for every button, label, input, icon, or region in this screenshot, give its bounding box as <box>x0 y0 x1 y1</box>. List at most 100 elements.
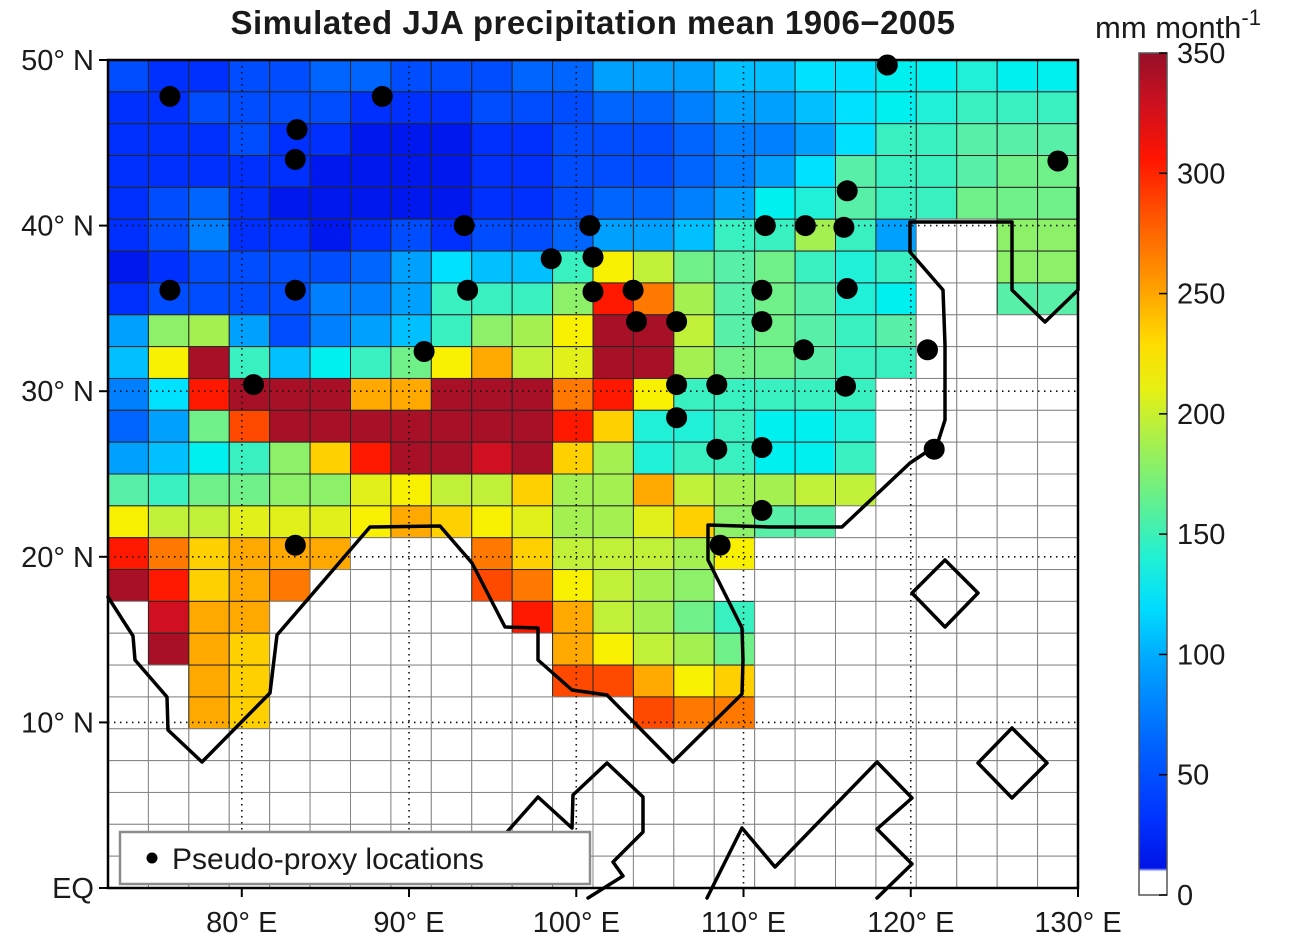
grid-cell <box>511 155 554 188</box>
grid-cell <box>875 696 917 730</box>
plot-frame <box>106 58 1080 890</box>
grid-cell <box>350 760 392 793</box>
grid-cell <box>632 473 675 507</box>
grid-cell <box>390 728 432 762</box>
grid-cell <box>390 250 432 284</box>
grid-cell <box>430 696 473 730</box>
grid-cell <box>147 346 190 379</box>
proxy-location-dot <box>457 279 479 301</box>
grid-cell <box>1037 473 1079 507</box>
x-tick-label: 90° E <box>373 907 444 939</box>
grid-cell <box>430 760 473 793</box>
grid-cell <box>269 314 311 348</box>
grid-cell <box>107 59 149 93</box>
grid-cell <box>552 728 594 762</box>
grid-cell <box>713 600 756 634</box>
grid-cell <box>309 250 351 284</box>
grid-cell <box>754 791 796 825</box>
grid-cell <box>309 123 351 157</box>
unit-base: mm month <box>1095 10 1241 45</box>
grid-cell <box>794 855 837 889</box>
grid-cell <box>875 505 917 539</box>
grid-cell <box>430 569 473 602</box>
proxy-location-dot <box>793 339 815 361</box>
grid-cell <box>794 760 837 793</box>
grid-cell <box>107 760 149 793</box>
grid-cell <box>511 569 554 602</box>
grid-cell <box>228 155 271 188</box>
grid-cell <box>511 728 554 762</box>
grid-cell <box>147 218 190 252</box>
grid-cell <box>956 632 998 666</box>
grid-cell <box>350 569 392 602</box>
grid-cell <box>632 59 675 93</box>
grid-cell <box>552 155 594 188</box>
grid-cell <box>915 791 958 825</box>
grid-cell <box>835 855 877 889</box>
grid-cell <box>390 696 432 730</box>
grid-cell <box>996 346 1039 379</box>
grid-cell <box>471 250 513 284</box>
grid-cell <box>713 632 756 666</box>
y-tick-label: 40° N <box>21 211 94 243</box>
grid-cell <box>471 632 513 666</box>
grid-cell <box>875 409 917 443</box>
grid-cell <box>996 823 1039 857</box>
grid-cell <box>309 377 351 411</box>
grid-cell <box>1037 823 1079 857</box>
grid-cell <box>632 505 675 539</box>
grid-cell <box>228 123 271 157</box>
grid-cell <box>713 123 756 157</box>
grid-cell <box>147 441 190 475</box>
grid-cell <box>915 473 958 507</box>
grid-cell <box>915 632 958 666</box>
grid-cell <box>309 314 351 348</box>
grid-cell <box>794 696 837 730</box>
plot-border <box>106 58 1080 890</box>
grid-cell <box>996 155 1039 188</box>
grid-cell <box>632 346 675 379</box>
grid-cell <box>835 59 877 93</box>
grid-cell <box>835 250 877 284</box>
grid-cell <box>996 600 1039 634</box>
grid-cell <box>713 791 756 825</box>
grid-cell <box>107 409 149 443</box>
grid-cell <box>835 537 877 571</box>
grid-cell <box>228 791 271 825</box>
grid-cell <box>835 728 877 762</box>
grid-cell <box>511 505 554 539</box>
proxy-location-dot <box>835 375 856 397</box>
grid-cell <box>511 377 554 411</box>
grid-cell <box>147 123 190 157</box>
grid-cell <box>632 91 675 125</box>
grid-cell <box>309 91 351 125</box>
grid-cell <box>390 600 432 634</box>
grid-cell <box>956 314 998 348</box>
grid-cell <box>430 728 473 762</box>
grid-cell <box>188 505 230 539</box>
grid-cell <box>713 59 756 93</box>
proxy-location-dot <box>709 534 731 556</box>
grid-cell <box>875 282 917 316</box>
grid-cell <box>754 186 796 220</box>
grid-cell <box>754 855 796 889</box>
grid-cell <box>228 632 271 666</box>
proxy-location-dot <box>626 311 647 333</box>
x-tick-label: 100° E <box>533 907 620 939</box>
y-axis-ticks: 50° N 40° N 30° N 20° N 10° N EQ <box>21 45 108 905</box>
grid-cell <box>794 377 837 411</box>
grid-cell <box>673 123 715 157</box>
grid-cell <box>350 155 392 188</box>
grid-cell <box>511 346 554 379</box>
grid-cell <box>107 537 149 571</box>
grid-cell <box>754 346 796 379</box>
grid-cell <box>107 728 149 762</box>
grid-cell <box>107 473 149 507</box>
grid-cell <box>1037 728 1079 762</box>
grid-cell <box>592 600 634 634</box>
grid-cell <box>269 346 311 379</box>
grid-cell <box>713 728 756 762</box>
grid-cell <box>673 218 715 252</box>
grid-cell <box>1037 377 1079 411</box>
